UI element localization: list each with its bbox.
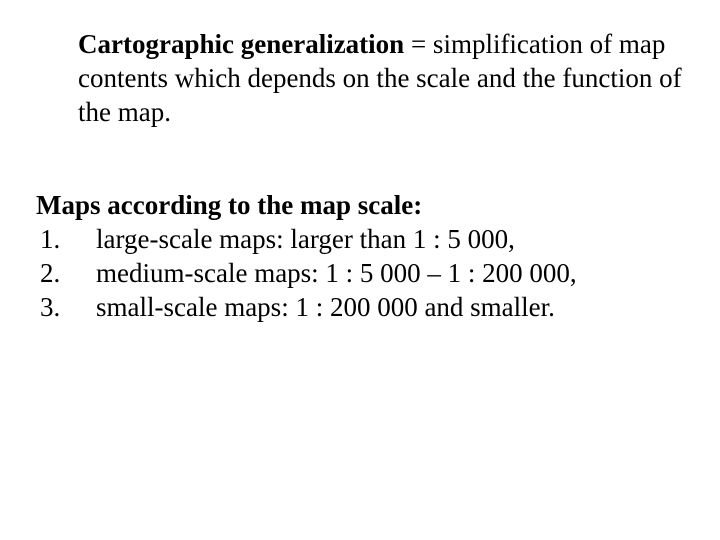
list-text: large-scale maps: larger than 1 : 5 000, [96,223,684,257]
list-item: 3. small-scale maps: 1 : 200 000 and sma… [36,291,684,325]
list-number: 3. [36,291,96,325]
list-text: small-scale maps: 1 : 200 000 and smalle… [96,291,684,325]
ordered-list: 1. large-scale maps: larger than 1 : 5 0… [36,223,684,324]
list-heading: Maps according to the map scale: [36,189,684,223]
list-text: medium-scale maps: 1 : 5 000 – 1 : 200 0… [96,257,684,291]
list-number: 2. [36,257,96,291]
list-item: 1. large-scale maps: larger than 1 : 5 0… [36,223,684,257]
slide: Cartographic generalization = simplifica… [0,0,720,540]
definition-term: Cartographic generalization [78,29,404,59]
definition-paragraph: Cartographic generalization = simplifica… [78,28,684,129]
list-item: 2. medium-scale maps: 1 : 5 000 – 1 : 20… [36,257,684,291]
scale-list-section: Maps according to the map scale: 1. larg… [36,189,684,324]
list-number: 1. [36,223,96,257]
